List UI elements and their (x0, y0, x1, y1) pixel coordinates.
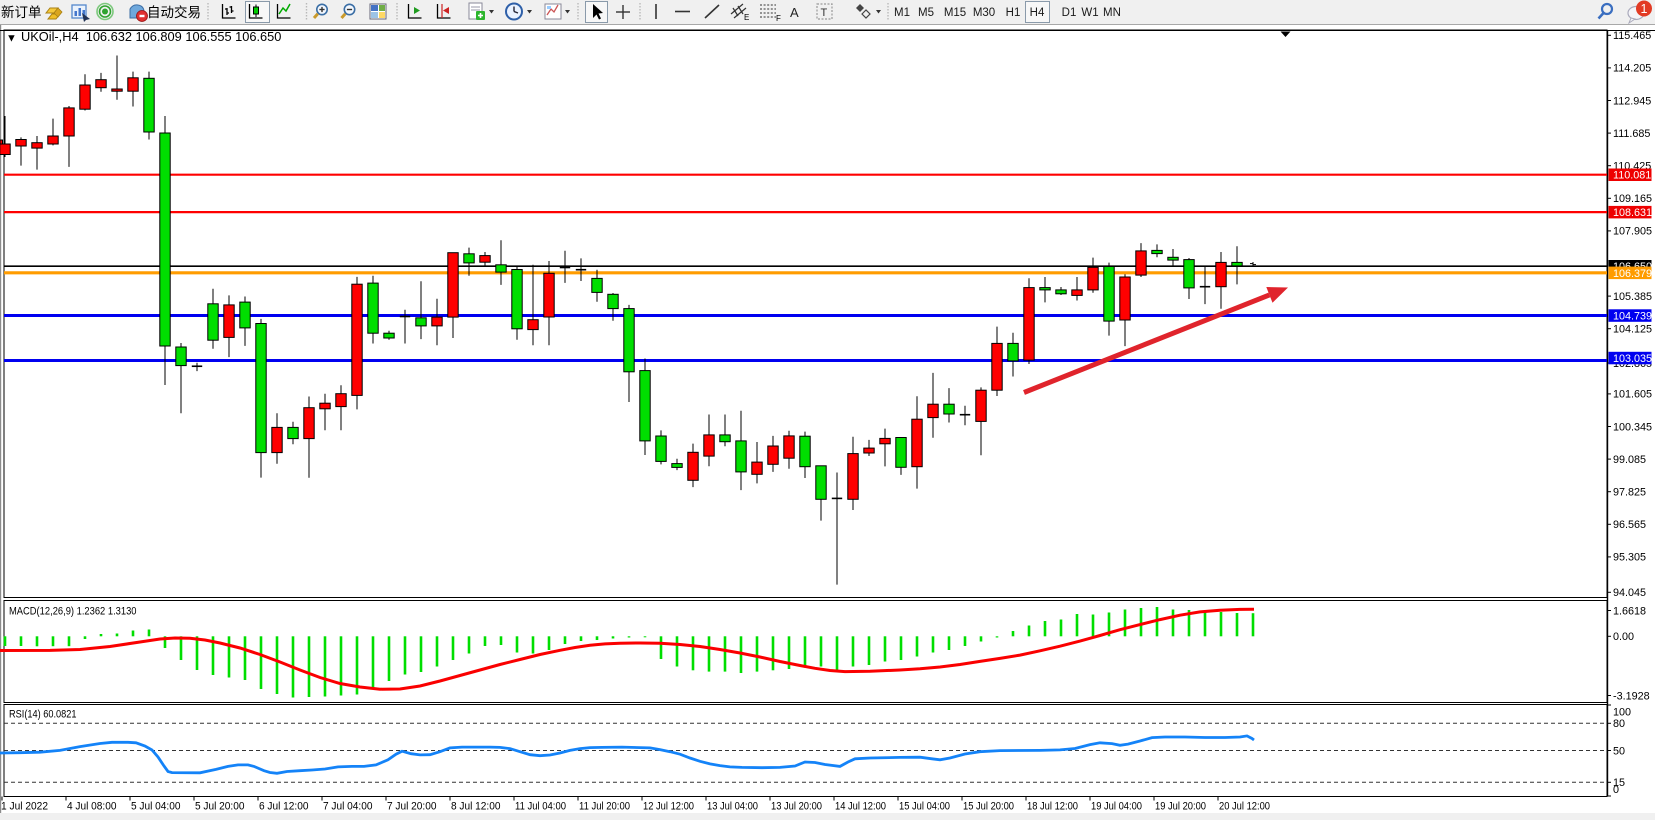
svg-text:110.081: 110.081 (1613, 170, 1651, 182)
svg-text:15 Jul 04:00: 15 Jul 04:00 (899, 801, 950, 813)
svg-text:107.905: 107.905 (1613, 226, 1652, 238)
svg-text:13 Jul 04:00: 13 Jul 04:00 (707, 801, 758, 813)
svg-text:A: A (790, 5, 799, 20)
svg-text:M1: M1 (894, 7, 910, 19)
svg-text:4 Jul 08:00: 4 Jul 08:00 (67, 801, 117, 813)
svg-text:95.305: 95.305 (1613, 552, 1646, 564)
svg-text:111.685: 111.685 (1613, 128, 1650, 140)
svg-text:0.00: 0.00 (1613, 631, 1634, 643)
svg-text:▼: ▼ (6, 33, 17, 45)
svg-text:19 Jul 20:00: 19 Jul 20:00 (1155, 801, 1206, 813)
svg-text:H4: H4 (1030, 7, 1045, 19)
svg-text:M5: M5 (918, 7, 934, 19)
svg-text:自动交易: 自动交易 (147, 4, 201, 20)
svg-text:M30: M30 (973, 7, 995, 19)
svg-text:1 Jul 2022: 1 Jul 2022 (1, 801, 48, 813)
svg-text:T: T (821, 7, 828, 19)
svg-text:F: F (776, 14, 781, 23)
svg-text:5 Jul 04:00: 5 Jul 04:00 (131, 801, 181, 813)
svg-text:105.385: 105.385 (1613, 291, 1652, 303)
svg-text:14 Jul 12:00: 14 Jul 12:00 (835, 801, 886, 813)
svg-text:104.125: 104.125 (1613, 324, 1652, 336)
svg-text:RSI(14) 60.0821: RSI(14) 60.0821 (9, 709, 77, 721)
svg-text:106.379: 106.379 (1613, 268, 1652, 280)
svg-text:11 Jul 20:00: 11 Jul 20:00 (579, 801, 630, 813)
svg-text:99.085: 99.085 (1613, 454, 1646, 466)
svg-text:109.165: 109.165 (1613, 193, 1652, 205)
svg-text:108.631: 108.631 (1613, 207, 1652, 219)
svg-text:5 Jul 20:00: 5 Jul 20:00 (195, 801, 245, 813)
svg-text:100.345: 100.345 (1613, 421, 1652, 433)
svg-text:12 Jul 12:00: 12 Jul 12:00 (643, 801, 694, 813)
svg-text:96.565: 96.565 (1613, 519, 1646, 531)
svg-text:112.945: 112.945 (1613, 95, 1651, 107)
svg-text:1: 1 (1641, 2, 1648, 16)
svg-text:18 Jul 12:00: 18 Jul 12:00 (1027, 801, 1078, 813)
svg-text:0: 0 (1613, 784, 1619, 796)
svg-text:114.205: 114.205 (1613, 63, 1651, 75)
svg-text:7 Jul 04:00: 7 Jul 04:00 (323, 801, 373, 813)
svg-text:15: 15 (1613, 777, 1625, 789)
svg-text:15 Jul 20:00: 15 Jul 20:00 (963, 801, 1014, 813)
svg-text:94.045: 94.045 (1613, 587, 1646, 599)
svg-text:103.035: 103.035 (1613, 353, 1652, 365)
svg-text:8 Jul 12:00: 8 Jul 12:00 (451, 801, 501, 813)
svg-text:H1: H1 (1006, 7, 1021, 19)
svg-text:MN: MN (1103, 7, 1121, 19)
svg-text:M15: M15 (944, 7, 966, 19)
svg-text:19 Jul 04:00: 19 Jul 04:00 (1091, 801, 1142, 813)
svg-text:50: 50 (1613, 745, 1625, 757)
svg-text:新订单: 新订单 (1, 5, 42, 20)
svg-text:MACD(12,26,9) 1.2362 1.3130: MACD(12,26,9) 1.2362 1.3130 (9, 606, 137, 618)
svg-text:101.605: 101.605 (1613, 389, 1652, 401)
svg-text:UKOil-,H4 106.632 106.809 106: UKOil-,H4 106.632 106.809 106.555 106.65… (21, 29, 281, 44)
svg-text:104.739: 104.739 (1613, 311, 1652, 323)
svg-text:E: E (744, 13, 749, 22)
svg-text:W1: W1 (1081, 7, 1098, 19)
svg-text:115.465: 115.465 (1613, 30, 1651, 42)
svg-text:80: 80 (1613, 718, 1625, 730)
svg-text:1.6618: 1.6618 (1613, 605, 1646, 617)
svg-text:-3.1928: -3.1928 (1613, 690, 1650, 702)
svg-text:7 Jul 20:00: 7 Jul 20:00 (387, 801, 437, 813)
svg-text:20 Jul 12:00: 20 Jul 12:00 (1219, 801, 1270, 813)
svg-text:6 Jul 12:00: 6 Jul 12:00 (259, 801, 309, 813)
svg-text:13 Jul 20:00: 13 Jul 20:00 (771, 801, 822, 813)
svg-text:D1: D1 (1062, 7, 1077, 19)
svg-text:100: 100 (1613, 706, 1631, 718)
svg-text:97.825: 97.825 (1613, 487, 1646, 499)
svg-text:11 Jul 04:00: 11 Jul 04:00 (515, 801, 566, 813)
